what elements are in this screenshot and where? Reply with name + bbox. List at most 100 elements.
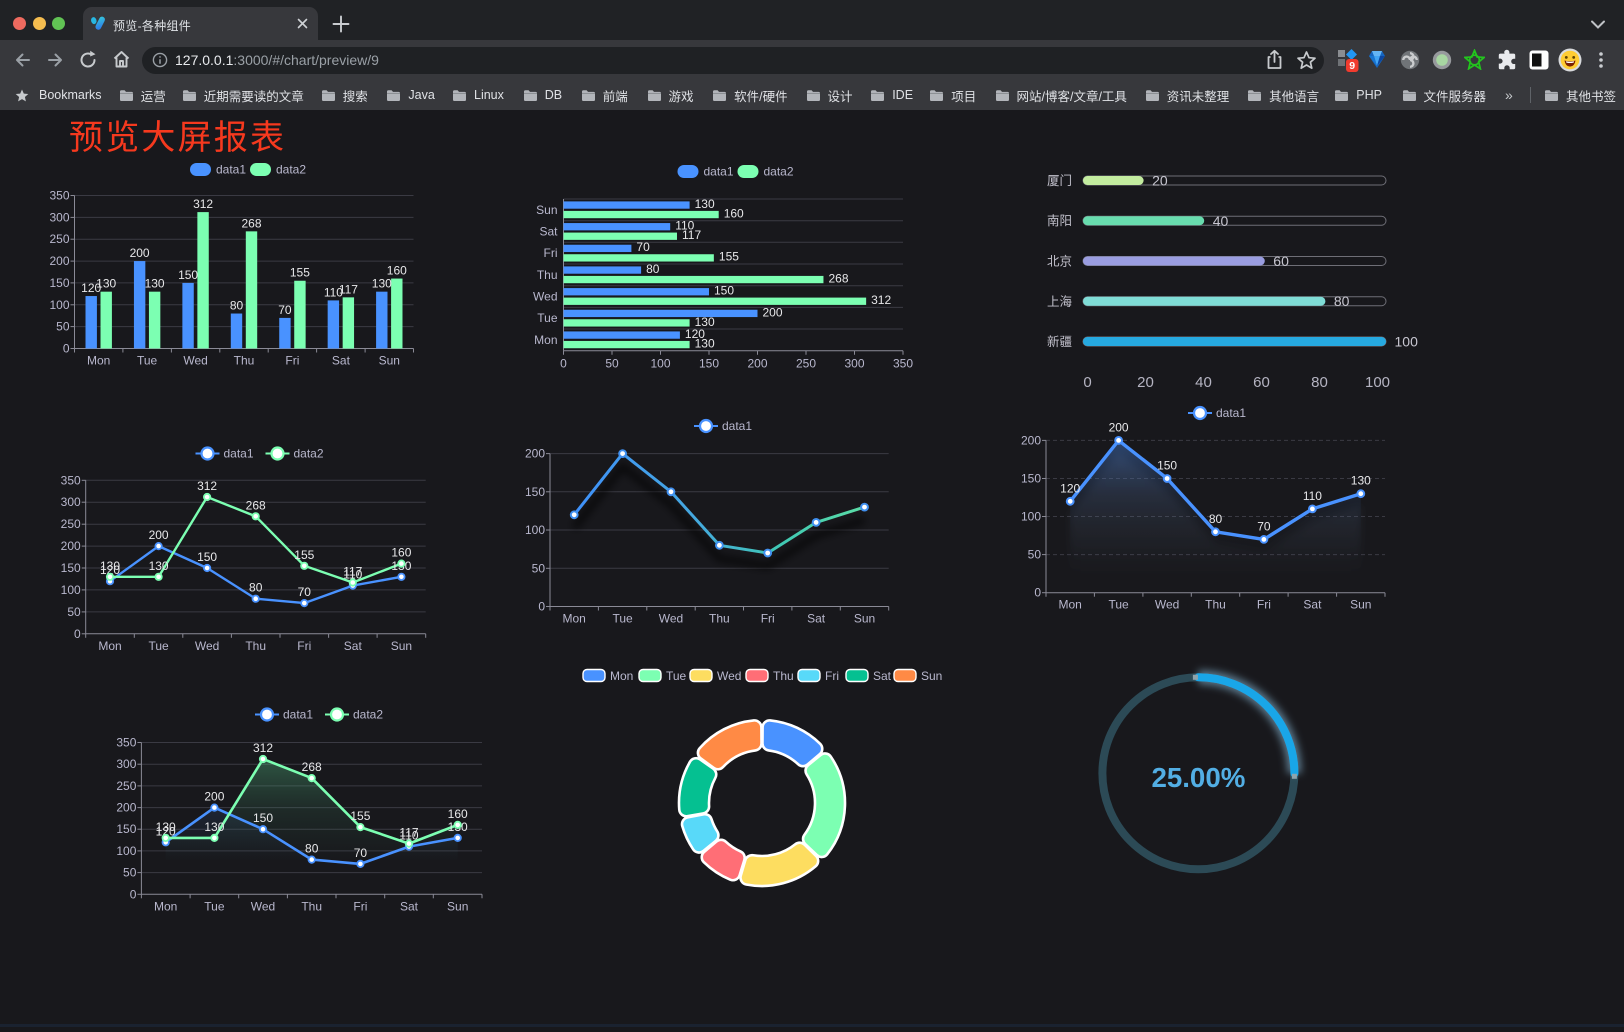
svg-text:Sun: Sun <box>447 899 468 913</box>
svg-text:312: 312 <box>193 197 213 211</box>
svg-text:厦门: 厦门 <box>1047 173 1072 188</box>
svg-text:Tue: Tue <box>537 311 558 325</box>
svg-text:110: 110 <box>1303 489 1322 503</box>
svg-text:Mon: Mon <box>154 899 177 913</box>
svg-text:0: 0 <box>63 342 70 356</box>
svg-text:Mon: Mon <box>87 354 110 368</box>
svg-text:150: 150 <box>714 284 734 298</box>
svg-text:20: 20 <box>1137 374 1154 391</box>
svg-text:100: 100 <box>49 298 69 312</box>
svg-text:0: 0 <box>1083 374 1091 391</box>
svg-text:120: 120 <box>685 327 705 341</box>
svg-text:160: 160 <box>391 546 411 560</box>
svg-text:130: 130 <box>1351 474 1371 488</box>
svg-text:Sat: Sat <box>539 225 558 239</box>
svg-text:data2: data2 <box>276 163 306 177</box>
svg-text:Mon: Mon <box>610 669 633 683</box>
svg-text:Thu: Thu <box>245 639 266 653</box>
svg-text:150: 150 <box>525 485 545 499</box>
svg-text:Fri: Fri <box>825 669 839 683</box>
svg-text:110: 110 <box>343 568 362 582</box>
svg-text:50: 50 <box>605 357 619 371</box>
svg-text:200: 200 <box>747 357 767 371</box>
svg-text:0: 0 <box>538 600 545 614</box>
svg-text:data2: data2 <box>294 447 324 461</box>
svg-text:350: 350 <box>893 357 913 371</box>
svg-text:130: 130 <box>145 277 165 291</box>
svg-text:50: 50 <box>123 866 137 880</box>
svg-text:80: 80 <box>1209 512 1223 526</box>
svg-text:160: 160 <box>448 807 468 821</box>
svg-text:150: 150 <box>1157 459 1177 473</box>
svg-text:Wed: Wed <box>183 354 207 368</box>
svg-text:Tue: Tue <box>148 639 169 653</box>
svg-text:312: 312 <box>253 741 273 755</box>
svg-text:250: 250 <box>49 232 69 246</box>
svg-text:300: 300 <box>844 357 864 371</box>
svg-text:268: 268 <box>829 271 849 285</box>
svg-text:60: 60 <box>1253 374 1270 391</box>
svg-text:155: 155 <box>350 809 370 823</box>
svg-text:Sun: Sun <box>391 639 412 653</box>
svg-text:150: 150 <box>1021 472 1041 486</box>
svg-text:100: 100 <box>650 357 670 371</box>
svg-text:南阳: 南阳 <box>1047 213 1072 228</box>
svg-text:350: 350 <box>49 189 69 203</box>
svg-text:Sat: Sat <box>400 899 419 913</box>
svg-text:Mon: Mon <box>98 639 121 653</box>
svg-text:100: 100 <box>1395 334 1419 350</box>
svg-text:350: 350 <box>116 736 136 750</box>
svg-text:Wed: Wed <box>533 290 557 304</box>
svg-text:Mon: Mon <box>563 612 586 626</box>
svg-text:70: 70 <box>1257 519 1271 533</box>
svg-text:80: 80 <box>1334 293 1350 309</box>
svg-text:300: 300 <box>116 757 136 771</box>
svg-text:200: 200 <box>763 305 783 319</box>
svg-text:250: 250 <box>61 517 81 531</box>
svg-text:110: 110 <box>675 219 694 233</box>
svg-text:北京: 北京 <box>1047 255 1072 269</box>
svg-text:40: 40 <box>1213 213 1229 229</box>
svg-text:Sat: Sat <box>807 612 826 626</box>
svg-text:80: 80 <box>249 581 263 595</box>
svg-text:130: 130 <box>695 336 715 350</box>
svg-text:Sat: Sat <box>332 354 351 368</box>
svg-text:150: 150 <box>699 357 719 371</box>
svg-text:250: 250 <box>796 357 816 371</box>
svg-text:312: 312 <box>871 293 891 307</box>
svg-text:130: 130 <box>695 315 715 329</box>
svg-text:300: 300 <box>61 495 81 509</box>
svg-text:130: 130 <box>149 559 169 573</box>
svg-text:新疆: 新疆 <box>1047 334 1072 349</box>
svg-text:200: 200 <box>49 254 69 268</box>
svg-text:data1: data1 <box>1216 406 1246 420</box>
svg-text:Thu: Thu <box>773 669 794 683</box>
svg-text:312: 312 <box>197 479 217 493</box>
svg-text:117: 117 <box>399 826 418 840</box>
svg-text:150: 150 <box>197 550 217 564</box>
svg-text:Thu: Thu <box>234 354 255 368</box>
svg-text:70: 70 <box>298 585 312 599</box>
svg-text:data1: data1 <box>722 419 752 433</box>
svg-text:130: 130 <box>156 820 176 834</box>
svg-text:Thu: Thu <box>301 899 322 913</box>
svg-text:155: 155 <box>290 266 310 280</box>
svg-text:data2: data2 <box>353 708 383 722</box>
svg-text:80: 80 <box>646 262 660 276</box>
svg-text:Tue: Tue <box>666 669 687 683</box>
svg-text:9: 9 <box>1349 60 1355 72</box>
svg-text:100: 100 <box>61 583 81 597</box>
svg-text:Wed: Wed <box>659 612 683 626</box>
svg-text:Wed: Wed <box>717 669 741 683</box>
svg-text:110: 110 <box>324 285 343 299</box>
svg-text:300: 300 <box>49 210 69 224</box>
svg-text:70: 70 <box>354 846 368 860</box>
svg-text:Tue: Tue <box>612 612 633 626</box>
svg-text:200: 200 <box>1109 420 1129 434</box>
svg-text:40: 40 <box>1195 374 1212 391</box>
svg-text:200: 200 <box>204 790 224 804</box>
svg-text:130: 130 <box>96 277 116 291</box>
svg-text:Sun: Sun <box>536 203 557 217</box>
svg-text:Sun: Sun <box>379 354 400 368</box>
svg-text:155: 155 <box>719 250 739 264</box>
